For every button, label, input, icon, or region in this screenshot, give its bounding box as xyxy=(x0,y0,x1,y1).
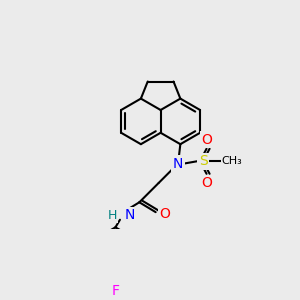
Text: N: N xyxy=(124,208,135,222)
Text: O: O xyxy=(159,207,170,221)
Text: S: S xyxy=(199,154,208,168)
Text: O: O xyxy=(201,176,212,190)
Text: CH₃: CH₃ xyxy=(222,156,242,166)
Text: O: O xyxy=(201,133,212,147)
Text: N: N xyxy=(173,157,183,170)
Text: H: H xyxy=(108,209,117,222)
Text: F: F xyxy=(111,284,119,298)
